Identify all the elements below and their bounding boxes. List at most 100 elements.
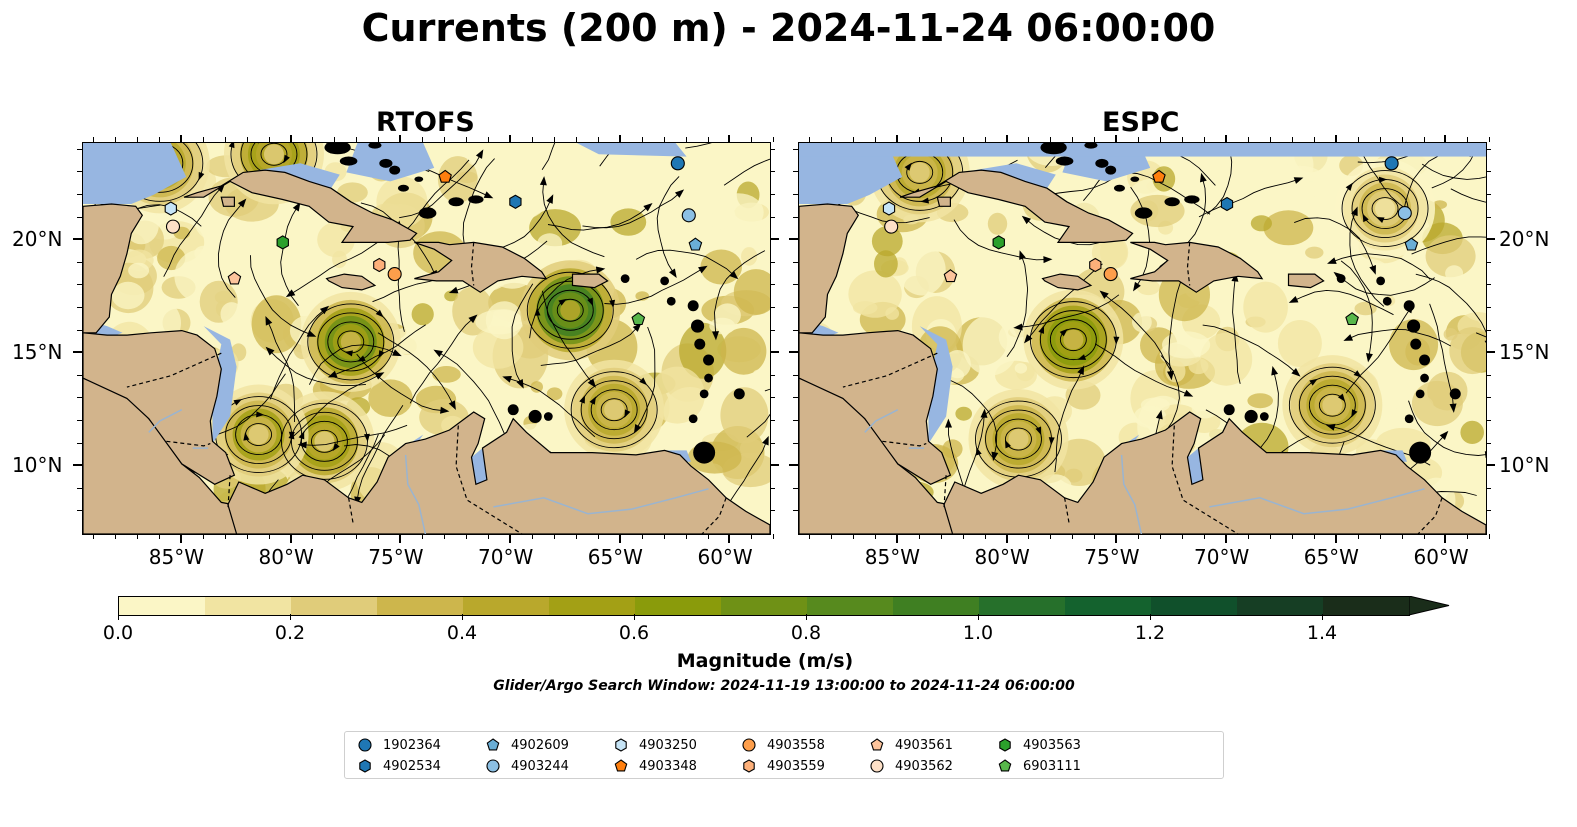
island xyxy=(703,354,715,366)
x-minor-tick xyxy=(707,137,709,142)
streamline xyxy=(1207,143,1233,215)
streamline xyxy=(1356,143,1410,212)
legend-marker xyxy=(999,738,1011,752)
y-minor-tick xyxy=(77,284,82,286)
x-tick-label: 75°W xyxy=(1084,545,1140,569)
streamline xyxy=(547,205,650,231)
colorbar-segment xyxy=(1065,597,1151,615)
magnitude-blob xyxy=(962,315,1019,376)
x-minor-tick xyxy=(378,534,380,539)
streamline-arrow xyxy=(589,396,597,405)
streamline-arrow xyxy=(319,305,330,315)
island xyxy=(368,143,382,149)
streamline-arrow xyxy=(483,191,494,199)
eddy-streamline xyxy=(600,398,628,422)
magnitude-blob xyxy=(220,302,243,327)
x-minor-tick xyxy=(356,137,358,142)
map-panel-espc[interactable] xyxy=(798,142,1487,535)
streamline xyxy=(1026,263,1103,341)
country-border xyxy=(470,242,475,286)
legend-item: 4902534 xyxy=(357,758,441,774)
streamline xyxy=(462,158,495,259)
x-minor-tick xyxy=(290,534,292,539)
streamline-arrow xyxy=(1362,213,1369,223)
eddy-streamline xyxy=(1059,328,1087,352)
legend-item: 4903244 xyxy=(485,758,569,774)
island xyxy=(1223,404,1235,416)
y-minor-tick xyxy=(770,397,775,399)
y-minor-tick xyxy=(793,510,798,512)
y-minor-tick xyxy=(793,148,798,150)
x-tick-label: 85°W xyxy=(864,545,920,569)
island xyxy=(1113,184,1125,192)
streamline-arrow xyxy=(632,322,642,332)
island xyxy=(1420,373,1429,383)
streamline-arrow xyxy=(729,270,739,280)
island xyxy=(339,156,358,166)
colorbar-tick-label: 1.2 xyxy=(1134,622,1166,644)
land-polygon xyxy=(325,273,377,291)
x-tick-label: 85°W xyxy=(148,545,204,569)
legend-marker-shape xyxy=(999,738,1011,752)
y-minor-tick xyxy=(1486,352,1491,354)
streamline-arrow xyxy=(357,355,366,362)
land-polygon xyxy=(83,203,144,334)
land-polygon xyxy=(943,411,1486,534)
streamline-arrow xyxy=(1024,334,1033,344)
x-minor-tick xyxy=(575,534,577,539)
y-minor-tick xyxy=(793,193,798,195)
x-minor-tick xyxy=(940,137,942,142)
magnitude-blob xyxy=(261,254,281,273)
streamline xyxy=(635,249,736,277)
streamline-arrow xyxy=(1293,177,1304,184)
x-minor-tick xyxy=(400,534,402,539)
y-minor-tick xyxy=(793,442,798,444)
y-minor-tick xyxy=(77,352,82,354)
island xyxy=(1084,143,1098,149)
y-minor-tick xyxy=(793,284,798,286)
float-marker-4902609 xyxy=(1404,237,1419,251)
x-minor-tick xyxy=(510,534,511,539)
legend-marker xyxy=(742,738,756,752)
x-minor-tick xyxy=(830,137,832,142)
figure-title: Currents (200 m) - 2024-11-24 06:00:00 xyxy=(361,6,1216,50)
magnitude-blob xyxy=(1277,320,1322,367)
legend-item: 4903559 xyxy=(741,758,825,774)
y-minor-tick xyxy=(1486,261,1491,263)
country-border xyxy=(227,475,231,510)
island xyxy=(1449,388,1461,400)
x-minor-tick xyxy=(180,137,182,142)
island xyxy=(528,409,542,424)
island xyxy=(448,197,464,207)
land-polygon xyxy=(227,411,770,534)
y-minor-tick xyxy=(1486,284,1491,286)
island xyxy=(1415,389,1425,399)
legend-label: 1902364 xyxy=(383,737,441,753)
x-minor-tick xyxy=(1379,137,1381,142)
y-minor-tick xyxy=(770,510,775,512)
map-panel-rtofs[interactable] xyxy=(82,142,771,535)
colorbar-segment xyxy=(721,597,807,615)
x-minor-tick xyxy=(246,534,248,539)
float-marker-4903348 xyxy=(1152,169,1166,183)
colorbar-segment xyxy=(377,597,463,615)
eddy-ring xyxy=(314,431,335,452)
x-minor-tick xyxy=(356,534,358,539)
river xyxy=(493,488,709,515)
y-minor-tick xyxy=(770,216,775,218)
streamline-arrow xyxy=(243,432,250,441)
streamline-arrow xyxy=(1059,328,1068,337)
island xyxy=(1409,441,1432,464)
y-minor-tick xyxy=(770,284,775,286)
y-minor-tick xyxy=(770,306,775,308)
x-minor-tick xyxy=(246,137,248,142)
legend-marker xyxy=(359,759,371,773)
y-minor-tick xyxy=(770,487,775,489)
streamline xyxy=(940,376,998,458)
x-minor-tick xyxy=(896,534,898,539)
magnitude-blob xyxy=(556,150,580,172)
magnitude-blob xyxy=(514,189,528,196)
x-minor-tick xyxy=(1138,534,1140,539)
x-minor-tick xyxy=(488,137,490,142)
streamline xyxy=(409,316,475,404)
